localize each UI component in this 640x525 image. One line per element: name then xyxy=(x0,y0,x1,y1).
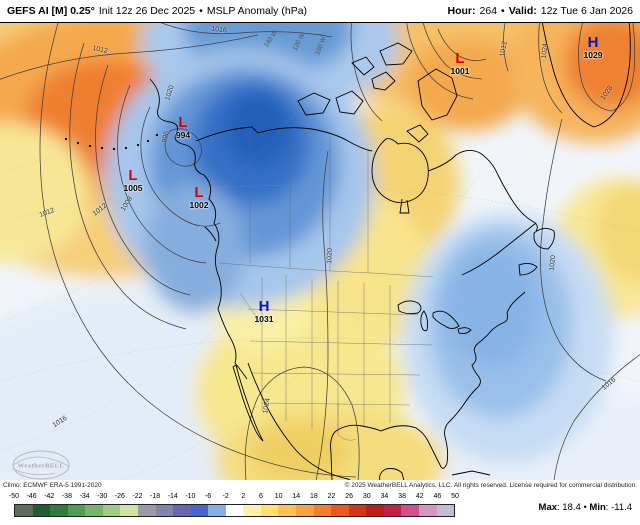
valid-label: Valid: xyxy=(508,5,537,17)
colorbar-tick: -10 xyxy=(185,493,196,500)
colorbar-tick: -22 xyxy=(132,493,143,500)
colorbar-tick: 2 xyxy=(241,493,246,500)
colorbar-tick: -18 xyxy=(150,493,161,500)
colorbar-tick: 14 xyxy=(292,493,301,500)
model-name: GEFS AI [M] 0.25° xyxy=(7,5,95,17)
colorbar-segment xyxy=(67,505,86,516)
colorbar-segment xyxy=(137,505,156,516)
colorbar-tick: 6 xyxy=(259,493,263,500)
colorbar-tick: -46 xyxy=(26,493,37,500)
separator-dot: • xyxy=(583,502,587,513)
colorbar-tick: 22 xyxy=(327,493,336,500)
contour-lines xyxy=(0,23,640,481)
aleutian-islands xyxy=(64,133,159,151)
max-value: 18.4 xyxy=(562,502,581,513)
colorbar-segment xyxy=(120,505,138,516)
colorbar-tick: -34 xyxy=(79,493,90,500)
anomaly-shading xyxy=(0,23,640,481)
climo-note: Climo: ECMWF ERA-5 1991-2020 xyxy=(3,482,102,489)
colorbar-segment xyxy=(173,505,191,516)
colorbar-tick: 30 xyxy=(362,493,371,500)
colorbar-segment xyxy=(348,505,367,516)
colorbar-segment xyxy=(278,505,296,516)
init-time: Init 12z 26 Dec 2025 xyxy=(98,5,196,17)
colorbar-segment xyxy=(155,505,174,516)
colorbar-tick: -30 xyxy=(97,493,108,500)
colorbar-segment xyxy=(225,505,244,516)
colorbar-segment xyxy=(436,505,455,516)
title-bar: GEFS AI [M] 0.25° Init 12z 26 Dec 2025 • MS… xyxy=(0,0,640,22)
colorbar-tick: 18 xyxy=(309,493,318,500)
colorbar-tick: -6 xyxy=(204,493,212,500)
colorbar-tick: 10 xyxy=(274,493,283,500)
valid-value: 12z Tue 6 Jan 2026 xyxy=(540,5,633,17)
colorbar-ticks: -50 -46 -42 -38 -34 -30 -26 -22 -18 -14 -10 -6 -2 2 6 1… xyxy=(9,492,459,502)
colorbar-tick: 38 xyxy=(398,493,406,500)
colorbar-segment xyxy=(313,505,332,516)
colorbar-segment xyxy=(190,505,209,516)
map-canvas: WeatherBELL xyxy=(0,23,640,481)
min-value: -11.4 xyxy=(611,502,632,513)
max-label: Max xyxy=(538,502,558,513)
colorbar-tick: -26 xyxy=(114,493,125,500)
colorbar-segment xyxy=(102,505,121,516)
footer: Climo: ECMWF ERA-5 1991-2020 © 2025 Weat… xyxy=(0,480,640,525)
state-borders xyxy=(218,129,434,441)
colorbar-tick: 46 xyxy=(433,493,442,500)
valid-time-info: Hour: 264 • Valid: 12z Tue 6 Jan 2026 xyxy=(444,5,633,17)
colorbar-segment xyxy=(260,505,279,516)
product-name: MSLP Anomaly (hPa) xyxy=(206,5,308,17)
colorbar-tick: 50 xyxy=(451,493,459,500)
colorbar-segment xyxy=(243,505,261,516)
colorbar-tick: 26 xyxy=(345,493,354,500)
colorbar-segment xyxy=(418,505,437,516)
copyright-note: © 2025 WeatherBELL Analytics, LLC. All r… xyxy=(344,482,637,489)
colorbar-segment xyxy=(401,505,419,516)
colorbar-segment xyxy=(331,505,349,516)
colorbar-tick: -38 xyxy=(61,493,72,500)
separator-dot: • xyxy=(199,5,203,17)
graticule-lines xyxy=(0,42,640,481)
colorbar-tick: -2 xyxy=(222,493,229,500)
colorbar-segment xyxy=(85,505,103,516)
map-frame: WeatherBELL L 994 L 1005 L 1002 L 1001 H 1031 H 102… xyxy=(0,22,640,482)
colorbar-segment xyxy=(50,505,68,516)
hour-label: Hour: xyxy=(447,5,476,17)
colon: : xyxy=(605,502,612,513)
product-title: GEFS AI [M] 0.25° Init 12z 26 Dec 2025 • MS… xyxy=(7,5,311,17)
colon: : xyxy=(557,502,563,513)
hour-value: 264 xyxy=(479,5,498,17)
colorbar-tick: -42 xyxy=(44,493,55,500)
colorbar-segment xyxy=(15,505,33,516)
colorbar-segment xyxy=(296,505,314,516)
colorbar-tick: 34 xyxy=(380,493,389,500)
colorbar-tick: -50 xyxy=(8,493,20,500)
min-label: Min xyxy=(589,502,606,513)
colorbar-segments xyxy=(14,504,455,517)
separator-dot: • xyxy=(501,5,505,17)
watermark-logo: WeatherBELL xyxy=(12,450,70,480)
colorbar-segment xyxy=(366,505,384,516)
colorbar-segment xyxy=(383,505,402,516)
colorbar-segment xyxy=(208,505,226,516)
colorbar-segment xyxy=(32,505,51,516)
max-min-stats: Max: 18.4 • Min: -11.4 xyxy=(539,502,632,513)
colorbar-tick: 42 xyxy=(415,493,424,500)
coastline-path xyxy=(149,23,631,481)
watermark-text: WeatherBELL xyxy=(18,463,65,470)
colorbar-tick: -14 xyxy=(167,493,178,500)
